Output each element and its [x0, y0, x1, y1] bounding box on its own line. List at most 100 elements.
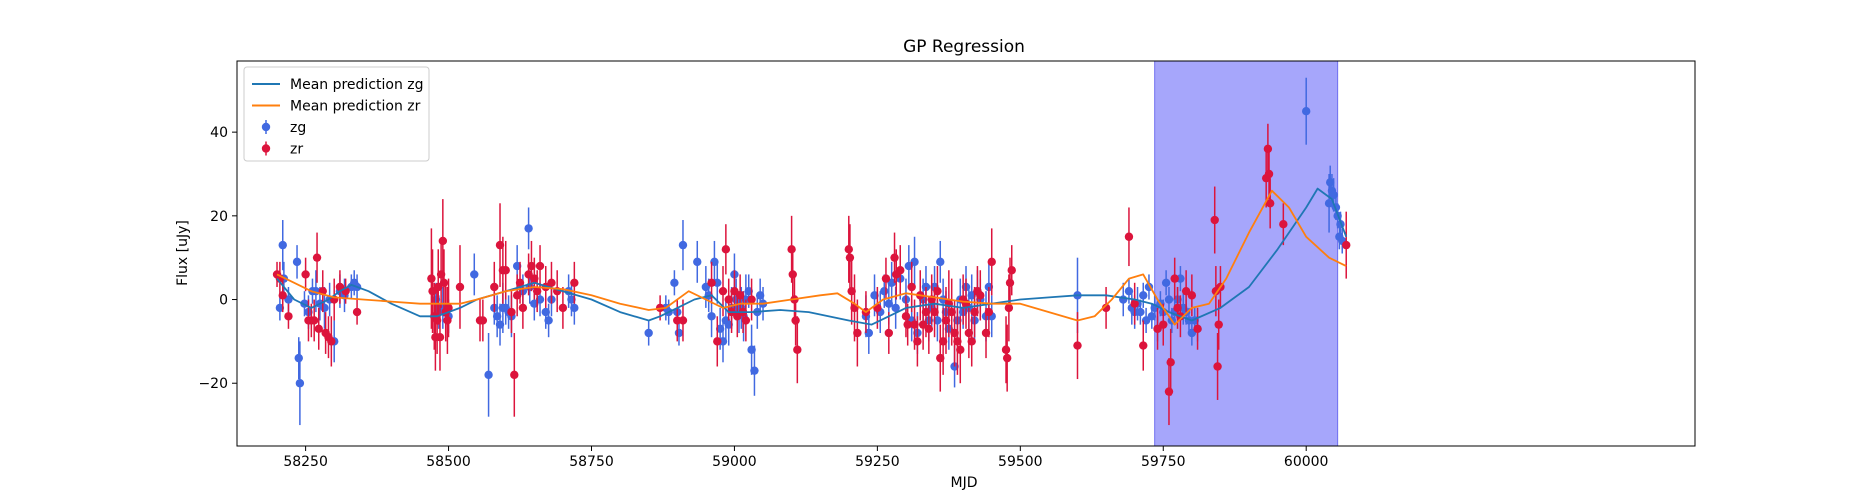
legend-entry-label: zg — [290, 120, 306, 136]
data-point-zr — [950, 328, 959, 338]
x-tick-label: 59500 — [998, 454, 1043, 470]
data-point-zg — [710, 257, 719, 267]
data-point-zr — [314, 324, 323, 334]
legend-swatch-marker — [261, 144, 271, 153]
data-point-zr — [547, 278, 556, 287]
data-point-zr — [896, 266, 905, 275]
data-point-zr — [1101, 303, 1111, 313]
data-point-zr — [1005, 278, 1015, 287]
data-point-zr — [1279, 220, 1288, 229]
data-point-zr — [970, 307, 979, 317]
data-point-zr — [532, 286, 542, 296]
data-point-zg — [295, 379, 305, 388]
x-tick-label: 58500 — [426, 454, 471, 470]
x-tick-label: 58750 — [569, 454, 614, 470]
data-point-zr — [432, 316, 442, 325]
data-point-zr — [1002, 353, 1012, 363]
data-point-zg — [1147, 312, 1157, 321]
data-point-zr — [788, 270, 797, 279]
data-point-zr — [327, 337, 336, 346]
data-point-zg — [567, 295, 576, 304]
data-point-zg — [644, 328, 653, 338]
data-point-zr — [1124, 232, 1134, 241]
data-point-zr — [936, 353, 945, 363]
data-point-zr — [535, 261, 545, 271]
data-point-zr — [1210, 215, 1219, 225]
data-point-zg — [755, 291, 765, 300]
data-point-zr — [455, 282, 465, 292]
data-point-zg — [292, 257, 302, 267]
data-point-zr — [1139, 341, 1148, 350]
data-point-zg — [1161, 278, 1171, 287]
data-point-zr — [881, 274, 891, 283]
data-point-zr — [678, 316, 688, 325]
data-point-zr — [1173, 303, 1182, 313]
data-point-zr — [1265, 199, 1275, 208]
x-tick-label: 59750 — [1141, 454, 1186, 470]
data-point-zg — [320, 303, 329, 313]
data-point-zg — [1164, 295, 1174, 304]
data-point-zg — [275, 303, 285, 313]
data-point-zr — [941, 316, 951, 325]
data-point-zr — [278, 291, 287, 300]
data-point-zr — [1193, 324, 1202, 334]
data-point-zr — [444, 303, 453, 313]
legend-entry-label: Mean prediction zg — [290, 77, 424, 93]
data-point-zr — [1166, 358, 1175, 367]
data-point-zr — [984, 307, 994, 317]
data-point-zr — [910, 320, 919, 329]
data-point-zr — [987, 257, 996, 267]
chart-title: GP Regression — [903, 37, 1025, 57]
data-point-zr — [501, 266, 510, 275]
data-point-zg — [715, 324, 725, 334]
data-point-zr — [890, 253, 899, 262]
data-point-zg — [750, 366, 759, 375]
data-point-zr — [512, 291, 522, 300]
data-point-zr — [853, 328, 862, 338]
data-point-zg — [278, 240, 287, 250]
data-point-zg — [707, 312, 716, 321]
data-point-zg — [484, 370, 493, 380]
data-point-zr — [707, 278, 716, 287]
data-point-zg — [933, 316, 942, 325]
data-point-zg — [670, 278, 679, 287]
x-tick-label: 59000 — [712, 454, 757, 470]
y-axis-label: Flux [uJy] — [175, 220, 191, 286]
data-point-zr — [1263, 144, 1273, 154]
data-point-zr — [1213, 362, 1222, 371]
data-point-zg — [678, 240, 688, 250]
data-point-zr — [981, 328, 991, 338]
data-point-zg — [570, 303, 579, 313]
data-point-zr — [741, 316, 751, 325]
y-tick-label: −20 — [198, 376, 228, 392]
data-point-zr — [921, 307, 931, 317]
data-point-zr — [439, 278, 449, 287]
data-point-zr — [309, 316, 319, 325]
highlight-span — [1154, 61, 1339, 446]
plot-area: 58250 58500 58750 59000 59250 59500 59750 60000… — [198, 60, 1696, 470]
data-point-zr — [884, 328, 894, 338]
data-point-zr — [1073, 341, 1082, 350]
legend-entry-label: Mean prediction zr — [290, 99, 421, 115]
data-point-zr — [435, 332, 445, 342]
data-point-zg — [910, 257, 919, 267]
y-tick-label: 40 — [210, 125, 228, 141]
data-point-zr — [1001, 345, 1011, 354]
data-point-zr — [1007, 266, 1016, 275]
data-point-zr — [930, 307, 939, 317]
data-point-zg — [535, 295, 545, 304]
data-point-zg — [724, 320, 733, 329]
data-point-zg — [747, 345, 756, 354]
data-point-zr — [903, 320, 912, 329]
data-point-zr — [495, 240, 505, 250]
x-tick-label: 59250 — [855, 454, 900, 470]
data-point-zg — [1324, 199, 1334, 208]
data-point-zr — [443, 316, 452, 325]
data-point-zr — [1214, 320, 1223, 329]
data-point-zr — [1187, 291, 1197, 300]
data-point-zr — [438, 236, 448, 246]
axes-frame — [236, 60, 1696, 447]
data-point-zg — [674, 328, 684, 338]
data-point-zr — [976, 291, 985, 300]
